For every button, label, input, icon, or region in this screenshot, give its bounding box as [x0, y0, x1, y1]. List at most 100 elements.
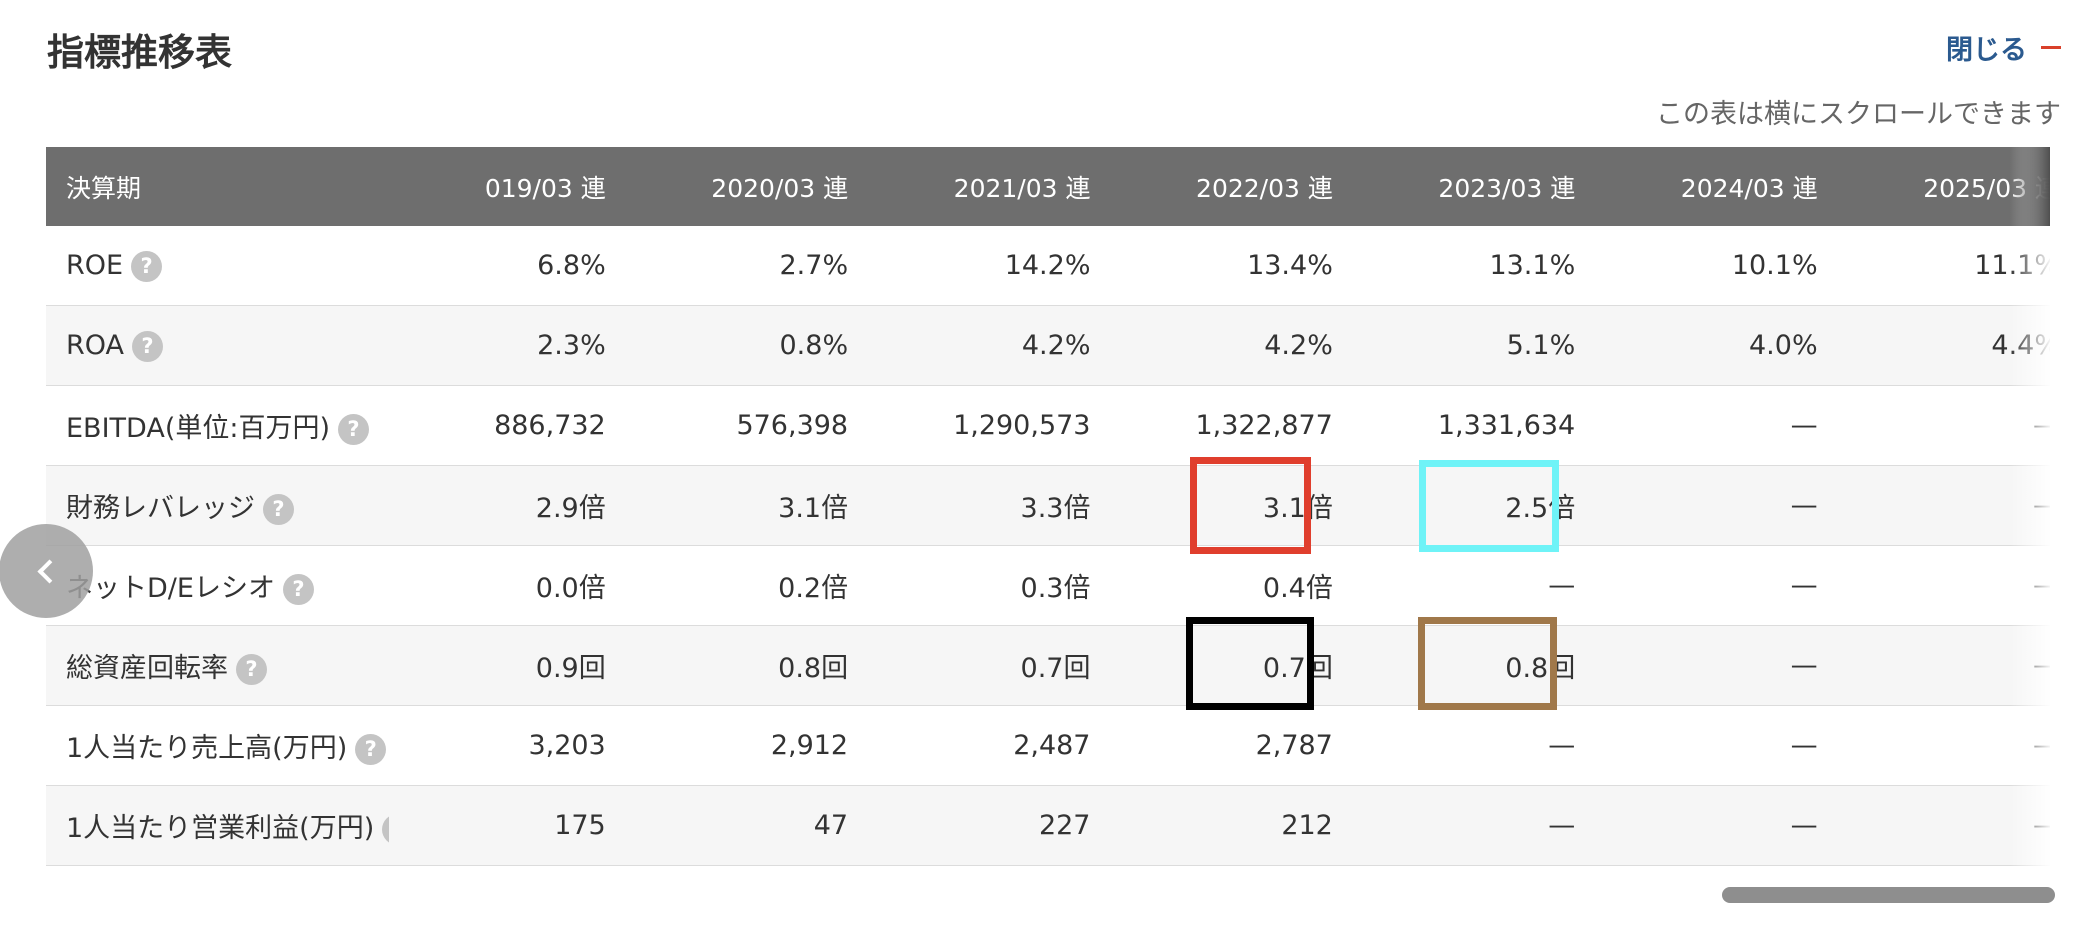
- table-cell: —: [1358, 545, 1602, 626]
- question-circle-icon[interactable]: ?: [236, 654, 267, 685]
- table-cell: 2,912: [631, 705, 875, 786]
- table-row-net-de-ratio: ネットD/Eレシオ?0.0倍0.2倍0.3倍0.4倍———: [46, 545, 2050, 626]
- table-cell: —: [1358, 705, 1602, 786]
- table-cell: 3.1倍: [1116, 465, 1359, 546]
- table-cell: 175: [389, 785, 632, 866]
- table-cell: 14.2%: [874, 226, 1117, 306]
- question-circle-icon[interactable]: ?: [263, 494, 294, 525]
- table-cell: 3.3倍: [874, 465, 1117, 546]
- row-label-cell: ROA?: [46, 305, 390, 386]
- header-2025-03: 2025/03 連: [1843, 147, 2050, 226]
- table-cell: 1,322,877: [1116, 385, 1359, 466]
- table-cell: —: [1601, 545, 1844, 626]
- table-cell: 227: [874, 785, 1117, 866]
- header-2023-03: 2023/03 連: [1358, 147, 1602, 226]
- row-label: ROA: [66, 329, 125, 361]
- row-label: 総資産回転率: [66, 653, 228, 684]
- table-cell: 0.4倍: [1116, 545, 1359, 626]
- table-cell: 886,732: [389, 385, 632, 466]
- table-cell: 2.9倍: [389, 465, 632, 546]
- question-circle-icon[interactable]: ?: [132, 330, 164, 362]
- table-cell: —: [1843, 785, 2050, 866]
- header-2021-03: 2021/03 連: [874, 147, 1117, 226]
- table-cell: 0.3倍: [874, 545, 1117, 626]
- table-cell: 3,203: [389, 705, 632, 786]
- header-2022-03: 2022/03 連: [1116, 147, 1359, 226]
- table-cell: 4.2%: [874, 305, 1117, 386]
- table-cell: 0.9回: [389, 625, 632, 706]
- question-circle-icon[interactable]: ?: [131, 250, 163, 282]
- table-row-roa: ROA?2.3%0.8%4.2%4.2%5.1%4.0%4.4%: [46, 305, 2050, 386]
- row-label: 1人当たり営業利益(万円): [66, 813, 375, 844]
- table-cell: 11.1%: [1843, 226, 2050, 306]
- table-cell: 0.8回: [1358, 625, 1602, 706]
- row-label: 財務レバレッジ: [66, 493, 255, 524]
- table-row-roe: ROE?6.8%2.7%14.2%13.4%13.1%10.1%11.1%: [46, 226, 2050, 306]
- close-label[interactable]: 閉じる: [1946, 35, 2027, 66]
- table-cell: 212: [1116, 785, 1359, 866]
- header-period: 決算期: [46, 147, 390, 226]
- table-cell: —: [1601, 705, 1844, 786]
- table-cell: —: [1358, 785, 1602, 866]
- row-label-cell: 1人当たり営業利益(万円)?: [46, 785, 414, 866]
- question-circle-icon[interactable]: ?: [355, 734, 387, 765]
- indicator-table: 決算期 019/03 連 2020/03 連 2021/03 連 2022/03…: [46, 147, 2050, 866]
- table-cell: 1,290,573: [874, 385, 1117, 466]
- row-label-cell: ROE?: [46, 226, 390, 306]
- table-cell: 5.1%: [1358, 305, 1602, 386]
- row-label-cell: ネットD/Eレシオ?: [46, 545, 390, 626]
- table-cell: 4.4%: [1843, 305, 2050, 386]
- table-scroll-area[interactable]: 決算期 019/03 連 2020/03 連 2021/03 連 2022/03…: [46, 147, 2050, 868]
- scroll-left-button[interactable]: [0, 524, 93, 618]
- row-label-cell: EBITDA(単位:百万円)?: [46, 385, 390, 466]
- table-cell: —: [1601, 385, 1844, 466]
- table-cell: 13.4%: [1116, 226, 1359, 306]
- table-cell: 0.7回: [1116, 625, 1359, 706]
- table-cell: 2.3%: [389, 305, 632, 386]
- horizontal-scrollbar-thumb[interactable]: [1722, 887, 2055, 903]
- table-cell: 2.5倍: [1358, 465, 1602, 546]
- table-cell: —: [1843, 625, 2050, 706]
- table-cell: 2,787: [1116, 705, 1359, 786]
- row-label-cell: 総資産回転率?: [46, 625, 390, 706]
- table-cell: 13.1%: [1358, 226, 1602, 306]
- table-cell: 2,487: [874, 705, 1117, 786]
- row-label-cell: 1人当たり売上高(万円)?: [46, 705, 390, 786]
- row-label: EBITDA(単位:百万円): [66, 413, 330, 444]
- minus-icon[interactable]: [2041, 46, 2061, 49]
- table-row-ebitda: EBITDA(単位:百万円)? 886,732 576,398 1,290,573 1,…: [46, 385, 2050, 466]
- table-cell: —: [1601, 785, 1844, 866]
- table-cell: —: [1843, 385, 2050, 466]
- table-cell: 3.1倍: [631, 465, 875, 546]
- table-cell: 4.2%: [1116, 305, 1359, 386]
- page-title: 指標推移表: [47, 31, 232, 74]
- table-cell: —: [1843, 465, 2050, 546]
- close-button[interactable]: 閉じる: [1946, 28, 2061, 67]
- table-cell: 6.8%: [389, 226, 632, 306]
- row-label-cell: 財務レバレッジ?: [46, 465, 390, 546]
- header-2020-03: 2020/03 連: [631, 147, 875, 226]
- table-cell: 10.1%: [1601, 226, 1844, 306]
- question-circle-icon[interactable]: ?: [338, 414, 369, 445]
- table-cell: 1,331,634: [1358, 385, 1602, 466]
- table-cell: 576,398: [631, 385, 875, 466]
- table-cell: 47: [631, 785, 875, 866]
- table-cell: —: [1601, 625, 1844, 706]
- table-cell: 4.0%: [1601, 305, 1844, 386]
- table-cell: 0.8回: [631, 625, 875, 706]
- row-label: 1人当たり売上高(万円): [66, 733, 348, 764]
- table-cell: —: [1601, 465, 1844, 546]
- table-row-financial-leverage: 財務レバレッジ?2.9倍3.1倍3.3倍3.1倍2.5倍——: [46, 465, 2050, 546]
- table-cell: 0.2倍: [631, 545, 875, 626]
- header-2019-03: 019/03 連: [389, 147, 632, 226]
- question-circle-icon[interactable]: ?: [282, 574, 314, 605]
- table-cell: 0.7回: [874, 625, 1117, 706]
- table-cell: —: [1843, 545, 2050, 626]
- header-2024-03: 2024/03 連: [1601, 147, 1844, 226]
- row-label: ネットD/Eレシオ: [66, 573, 275, 604]
- table-cell: 0.8%: [631, 305, 875, 386]
- chevron-left-icon[interactable]: [36, 558, 62, 584]
- table-header-row: 決算期 019/03 連 2020/03 連 2021/03 連 2022/03…: [46, 147, 2050, 226]
